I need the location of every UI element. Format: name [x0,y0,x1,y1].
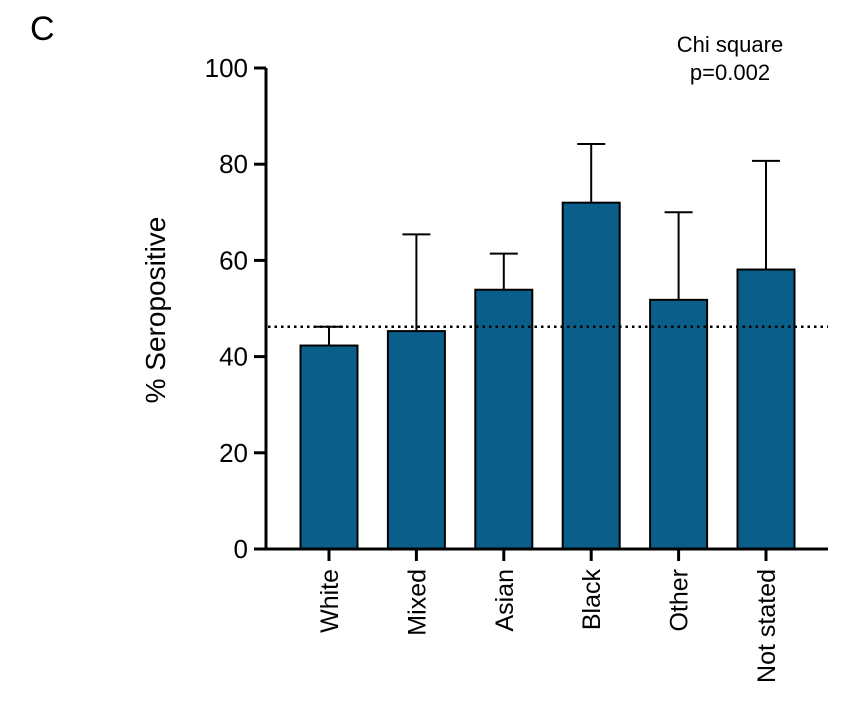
x-tick-label: Not stated [753,569,781,683]
bar-black [561,201,621,550]
bars-layer [299,201,796,551]
error-bar-asian [489,252,518,290]
x-tick-label: Black [578,569,606,631]
x-ticks-layer: White Mixed Asian Black Other Not stated [316,549,781,683]
x-tick-label: Asian [491,569,519,632]
y-tick-label: 20 [219,438,248,468]
bar-other [649,298,709,551]
x-tick-label: White [316,569,344,633]
error-bars-layer [315,142,780,346]
y-ticks-layer: 0 20 40 60 80 100 [205,53,266,564]
error-bar-not-stated [752,159,780,270]
y-tick-label: 80 [219,149,248,179]
x-tick-label: Other [666,569,694,632]
panel-label: C [30,10,55,48]
y-tick-label: 40 [219,342,248,372]
error-bar-mixed [402,233,431,332]
y-tick-label: 0 [234,534,248,564]
error-bar-black [577,142,606,203]
y-tick-label: 60 [219,245,248,275]
bar-white [299,344,359,550]
error-bar-other [664,211,693,300]
bar-asian [474,288,534,550]
x-tick-label: Mixed [403,569,431,636]
bar-mixed [386,330,446,550]
annotation-line-1: Chi square [677,32,783,57]
annotation-line-2: p=0.002 [690,60,770,85]
y-axis-label: % Seropositive [140,217,171,404]
bar-not-stated [736,268,796,550]
y-tick-label: 100 [205,53,248,83]
error-bar-white [315,325,343,346]
